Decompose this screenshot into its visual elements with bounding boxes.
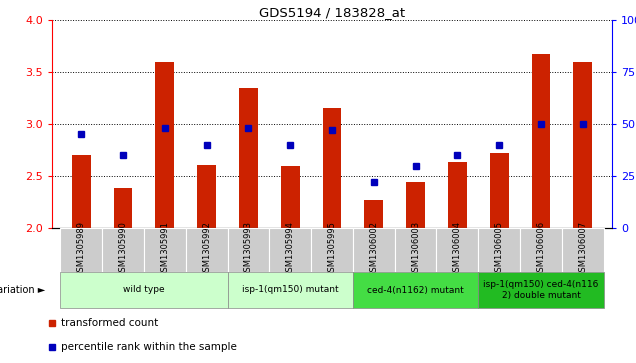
Bar [228, 228, 269, 272]
Text: isp-1(qm150) ced-4(n116
2) double mutant: isp-1(qm150) ced-4(n116 2) double mutant [483, 280, 598, 300]
Bar [490, 153, 509, 228]
Text: GSM1305994: GSM1305994 [286, 221, 294, 277]
Bar [114, 188, 132, 228]
Text: GSM1305990: GSM1305990 [118, 221, 128, 277]
Bar [364, 200, 384, 228]
Bar [281, 166, 300, 228]
Text: GSM1306004: GSM1306004 [453, 221, 462, 277]
Text: GSM1306002: GSM1306002 [370, 221, 378, 277]
Text: genotype/variation ►: genotype/variation ► [0, 285, 46, 295]
Text: GSM1305995: GSM1305995 [328, 221, 336, 277]
Bar [322, 109, 342, 228]
Bar [353, 228, 395, 272]
Text: GSM1305989: GSM1305989 [77, 221, 86, 277]
Bar [197, 164, 216, 228]
Bar [311, 228, 353, 272]
Bar [228, 272, 353, 308]
Bar [60, 228, 102, 272]
Text: transformed count: transformed count [61, 318, 158, 328]
Text: GSM1306006: GSM1306006 [536, 221, 546, 277]
Bar [562, 228, 604, 272]
Text: GSM1306005: GSM1306005 [495, 221, 504, 277]
Bar [353, 272, 478, 308]
Bar [102, 228, 144, 272]
Bar [144, 228, 186, 272]
Text: GSM1305993: GSM1305993 [244, 221, 253, 277]
Bar [478, 272, 604, 308]
Text: GSM1305992: GSM1305992 [202, 221, 211, 277]
Text: GSM1305991: GSM1305991 [160, 221, 169, 277]
Bar [155, 62, 174, 228]
Bar [186, 228, 228, 272]
Text: GSM1306007: GSM1306007 [578, 221, 587, 277]
Bar [72, 155, 91, 228]
Bar [239, 87, 258, 228]
Bar [478, 228, 520, 272]
Bar [436, 228, 478, 272]
Bar [573, 62, 592, 228]
Text: GSM1306003: GSM1306003 [411, 221, 420, 277]
Bar [60, 272, 228, 308]
Bar [532, 54, 550, 228]
Text: wild type: wild type [123, 286, 165, 294]
Bar [520, 228, 562, 272]
Text: ced-4(n1162) mutant: ced-4(n1162) mutant [367, 286, 464, 294]
Bar [269, 228, 311, 272]
Title: GDS5194 / 183828_at: GDS5194 / 183828_at [259, 6, 405, 19]
Bar [395, 228, 436, 272]
Bar [406, 182, 425, 228]
Text: percentile rank within the sample: percentile rank within the sample [61, 342, 237, 351]
Bar [448, 163, 467, 228]
Text: isp-1(qm150) mutant: isp-1(qm150) mutant [242, 286, 338, 294]
